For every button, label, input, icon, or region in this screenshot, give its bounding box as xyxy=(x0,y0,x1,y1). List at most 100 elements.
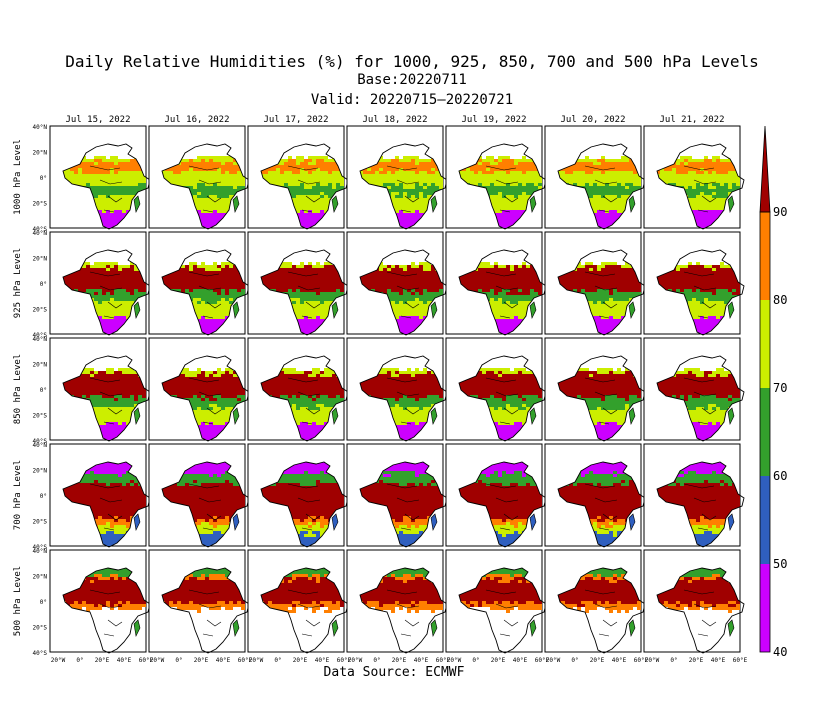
humidity-cell xyxy=(201,210,205,213)
humidity-cell xyxy=(185,177,189,180)
humidity-cell xyxy=(82,265,86,268)
humidity-cell xyxy=(110,204,114,207)
humidity-cell xyxy=(205,310,209,313)
humidity-cell xyxy=(292,168,296,171)
humidity-cell xyxy=(720,171,724,174)
humidity-cell xyxy=(514,195,518,198)
humidity-cell xyxy=(209,207,213,210)
humidity-cell xyxy=(264,177,268,180)
humidity-cell xyxy=(581,174,585,177)
humidity-cell xyxy=(205,280,209,283)
humidity-cell xyxy=(209,307,213,310)
humidity-cell xyxy=(601,186,605,189)
humidity-cell xyxy=(522,201,526,204)
humidity-cell xyxy=(130,159,134,162)
humidity-cell xyxy=(209,225,213,228)
humidity-cell xyxy=(312,210,316,213)
humidity-cell xyxy=(316,192,320,195)
humidity-cell xyxy=(716,207,720,210)
humidity-cell xyxy=(423,207,427,210)
humidity-cell xyxy=(423,171,427,174)
humidity-cell xyxy=(78,286,82,289)
humidity-cell xyxy=(94,198,98,201)
humidity-cell xyxy=(609,183,613,186)
humidity-cell xyxy=(94,189,98,192)
humidity-cell xyxy=(597,216,601,219)
humidity-cell xyxy=(181,180,185,183)
humidity-cell xyxy=(106,198,110,201)
humidity-cell xyxy=(593,201,597,204)
humidity-cell xyxy=(502,204,506,207)
humidity-cell xyxy=(94,201,98,204)
humidity-cell xyxy=(217,280,221,283)
humidity-cell xyxy=(415,156,419,159)
humidity-cell xyxy=(114,201,118,204)
humidity-cell xyxy=(700,225,704,228)
humidity-cell xyxy=(324,201,328,204)
humidity-cell xyxy=(126,310,130,313)
humidity-cell xyxy=(577,159,581,162)
humidity-cell xyxy=(498,156,502,159)
humidity-cell xyxy=(585,156,589,159)
humidity-cell xyxy=(700,171,704,174)
humidity-cell xyxy=(332,171,336,174)
humidity-cell xyxy=(696,204,700,207)
humidity-cell xyxy=(138,292,142,295)
humidity-cell xyxy=(629,177,633,180)
humidity-cell xyxy=(431,159,435,162)
humidity-cell xyxy=(300,210,304,213)
humidity-cell xyxy=(700,162,704,165)
humidity-cell xyxy=(320,198,324,201)
humidity-cell xyxy=(423,189,427,192)
humidity-cell xyxy=(225,171,229,174)
humidity-cell xyxy=(237,180,241,183)
humidity-cell xyxy=(241,292,245,295)
humidity-cell xyxy=(197,289,201,292)
humidity-cell xyxy=(431,192,435,195)
humidity-cell xyxy=(90,189,94,192)
humidity-cell xyxy=(229,189,233,192)
humidity-cell xyxy=(502,186,506,189)
humidity-cell xyxy=(391,195,395,198)
humidity-cell xyxy=(90,289,94,292)
humidity-cell xyxy=(387,177,391,180)
humidity-cell xyxy=(110,189,114,192)
humidity-cell xyxy=(233,289,237,292)
humidity-cell xyxy=(110,325,114,328)
humidity-cell xyxy=(126,265,130,268)
humidity-cell xyxy=(122,174,126,177)
humidity-cell xyxy=(625,168,629,171)
humidity-cell xyxy=(106,265,110,268)
humidity-cell xyxy=(86,159,90,162)
humidity-cell xyxy=(169,274,173,277)
humidity-cell xyxy=(63,171,66,174)
humidity-cell xyxy=(439,177,443,180)
humidity-cell xyxy=(431,168,435,171)
humidity-cell xyxy=(383,183,387,186)
humidity-cell xyxy=(696,183,700,186)
humidity-cell xyxy=(510,186,514,189)
humidity-cell xyxy=(391,201,395,204)
humidity-cell xyxy=(308,216,312,219)
humidity-cell xyxy=(201,277,205,280)
humidity-cell xyxy=(728,165,732,168)
humidity-cell xyxy=(189,265,193,268)
humidity-cell xyxy=(177,180,181,183)
humidity-cell xyxy=(308,213,312,216)
humidity-cell xyxy=(229,301,233,304)
humidity-cell xyxy=(193,283,197,286)
humidity-cell xyxy=(494,180,498,183)
humidity-cell xyxy=(597,201,601,204)
humidity-cell xyxy=(138,274,142,277)
humidity-cell xyxy=(102,292,106,295)
humidity-cell xyxy=(371,174,375,177)
humidity-cell xyxy=(213,292,217,295)
humidity-cell xyxy=(217,177,221,180)
humidity-cell xyxy=(217,219,221,222)
humidity-cell xyxy=(272,180,276,183)
humidity-cell xyxy=(621,165,625,168)
humidity-cell xyxy=(462,171,466,174)
humidity-cell xyxy=(225,177,229,180)
humidity-cell xyxy=(324,186,328,189)
humidity-cell xyxy=(589,168,593,171)
